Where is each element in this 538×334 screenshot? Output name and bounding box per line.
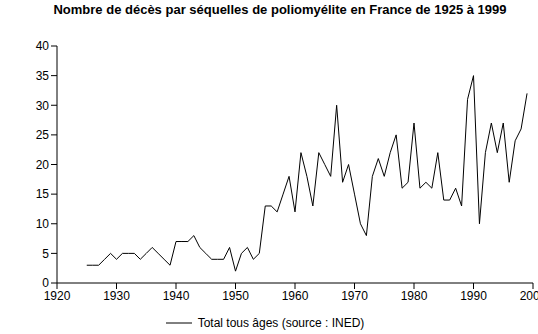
svg-text:2000: 2000 xyxy=(520,289,530,303)
svg-text:1990: 1990 xyxy=(460,289,487,303)
svg-text:5: 5 xyxy=(42,247,49,261)
svg-text:1960: 1960 xyxy=(282,289,309,303)
svg-text:1940: 1940 xyxy=(163,289,190,303)
svg-text:1980: 1980 xyxy=(401,289,428,303)
html-text:Total tous âges (source : INED: Total tous âges (source : INED) xyxy=(197,316,365,330)
svg-text:1950: 1950 xyxy=(222,289,249,303)
svg-text:25: 25 xyxy=(36,128,50,142)
svg-text:1930: 1930 xyxy=(103,289,130,303)
svg-text:30: 30 xyxy=(36,99,50,113)
svg-text:1920: 1920 xyxy=(44,289,71,303)
svg-text:0: 0 xyxy=(42,276,49,290)
svg-text:20: 20 xyxy=(36,158,50,172)
svg-text:10: 10 xyxy=(36,217,50,231)
svg-text:15: 15 xyxy=(36,187,50,201)
svg-text:40: 40 xyxy=(36,39,50,53)
svg-text:35: 35 xyxy=(36,69,50,83)
html-text:Nombre de décès par séquelles: Nombre de décès par séquelles de poliomy… xyxy=(53,2,507,17)
svg-text:1970: 1970 xyxy=(341,289,368,303)
